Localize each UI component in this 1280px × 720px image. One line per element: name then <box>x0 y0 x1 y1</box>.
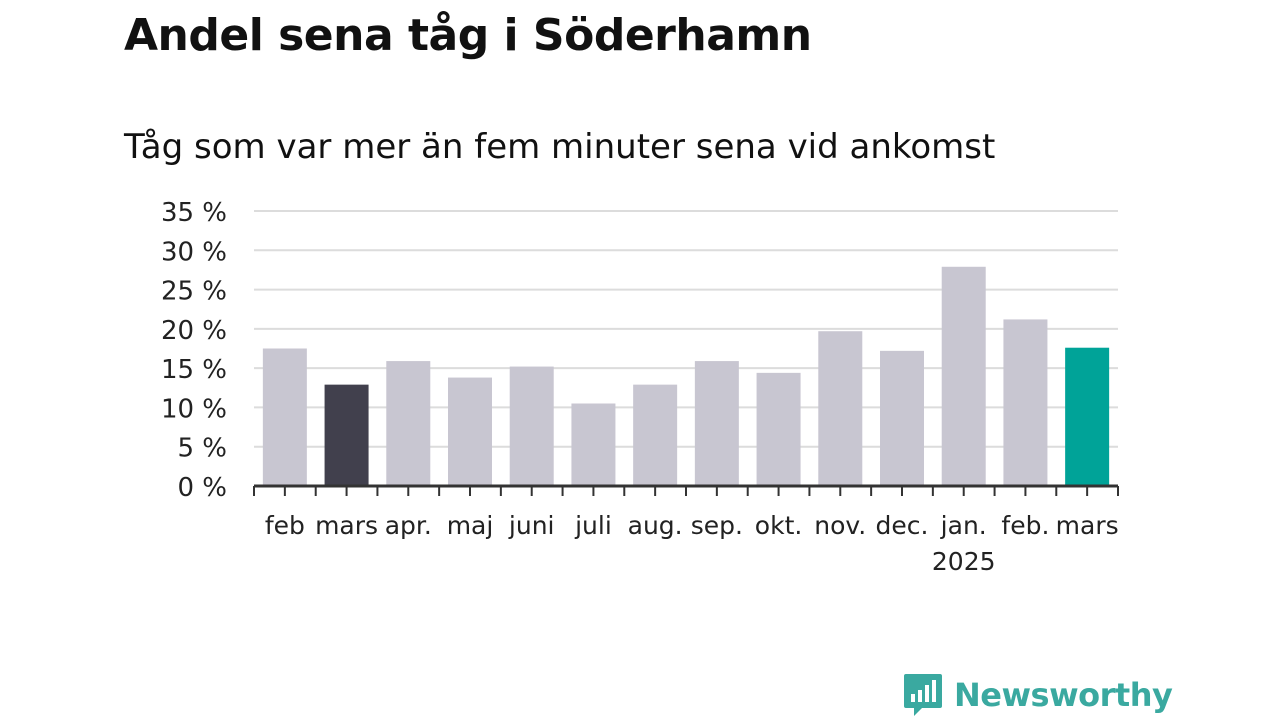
x-tick-label: jan. <box>940 511 987 540</box>
y-tick-label: 25 % <box>161 277 227 307</box>
bar <box>509 366 554 486</box>
bar <box>694 361 739 486</box>
x-tick-label: okt. <box>755 511 803 540</box>
bar <box>941 266 986 486</box>
x-tick-label: juni <box>508 511 555 540</box>
bar <box>1003 319 1048 486</box>
bar <box>633 384 678 486</box>
chart-subtitle: Tåg som var mer än fem minuter sena vid … <box>124 127 996 167</box>
bar-chart: 0 %5 %10 %15 %20 %25 %30 %35 %feb mars apr… <box>161 198 1119 576</box>
bar <box>880 350 924 486</box>
bar <box>756 372 801 486</box>
x-year-label: 2025 <box>932 547 996 576</box>
bar <box>571 403 616 486</box>
y-tick-label: 15 % <box>161 355 227 385</box>
x-tick-label: maj <box>447 511 494 540</box>
newsworthy-chart-icon <box>904 674 942 716</box>
x-tick-label: juli <box>574 511 612 540</box>
x-tick-label: sep. <box>691 511 743 540</box>
y-tick-label: 10 % <box>161 394 227 424</box>
chart-title: Andel sena tåg i Söderhamn <box>124 10 812 61</box>
x-tick-label: feb. <box>1001 511 1049 540</box>
bar <box>818 331 863 486</box>
logo-text: Newsworthy <box>954 676 1173 714</box>
bar <box>386 361 431 486</box>
y-tick-label: 35 % <box>161 198 227 228</box>
y-tick-label: 30 % <box>161 237 227 267</box>
x-tick-label: aug. <box>628 511 683 540</box>
y-tick-label: 5 % <box>177 434 227 464</box>
y-tick-label: 20 % <box>161 316 227 346</box>
x-tick-label: apr. <box>385 511 432 540</box>
x-tick-label: mars <box>315 511 378 540</box>
x-tick-label: dec. <box>876 511 929 540</box>
bar <box>324 384 369 486</box>
x-tick-label: feb <box>265 511 305 540</box>
bar <box>1065 347 1110 486</box>
bar <box>262 348 307 486</box>
newsworthy-logo: Newsworthy <box>902 670 1173 720</box>
bar <box>448 377 492 486</box>
y-tick-label: 0 % <box>177 473 227 503</box>
x-tick-label: mars <box>1056 511 1119 540</box>
x-tick-label: nov. <box>814 511 866 540</box>
